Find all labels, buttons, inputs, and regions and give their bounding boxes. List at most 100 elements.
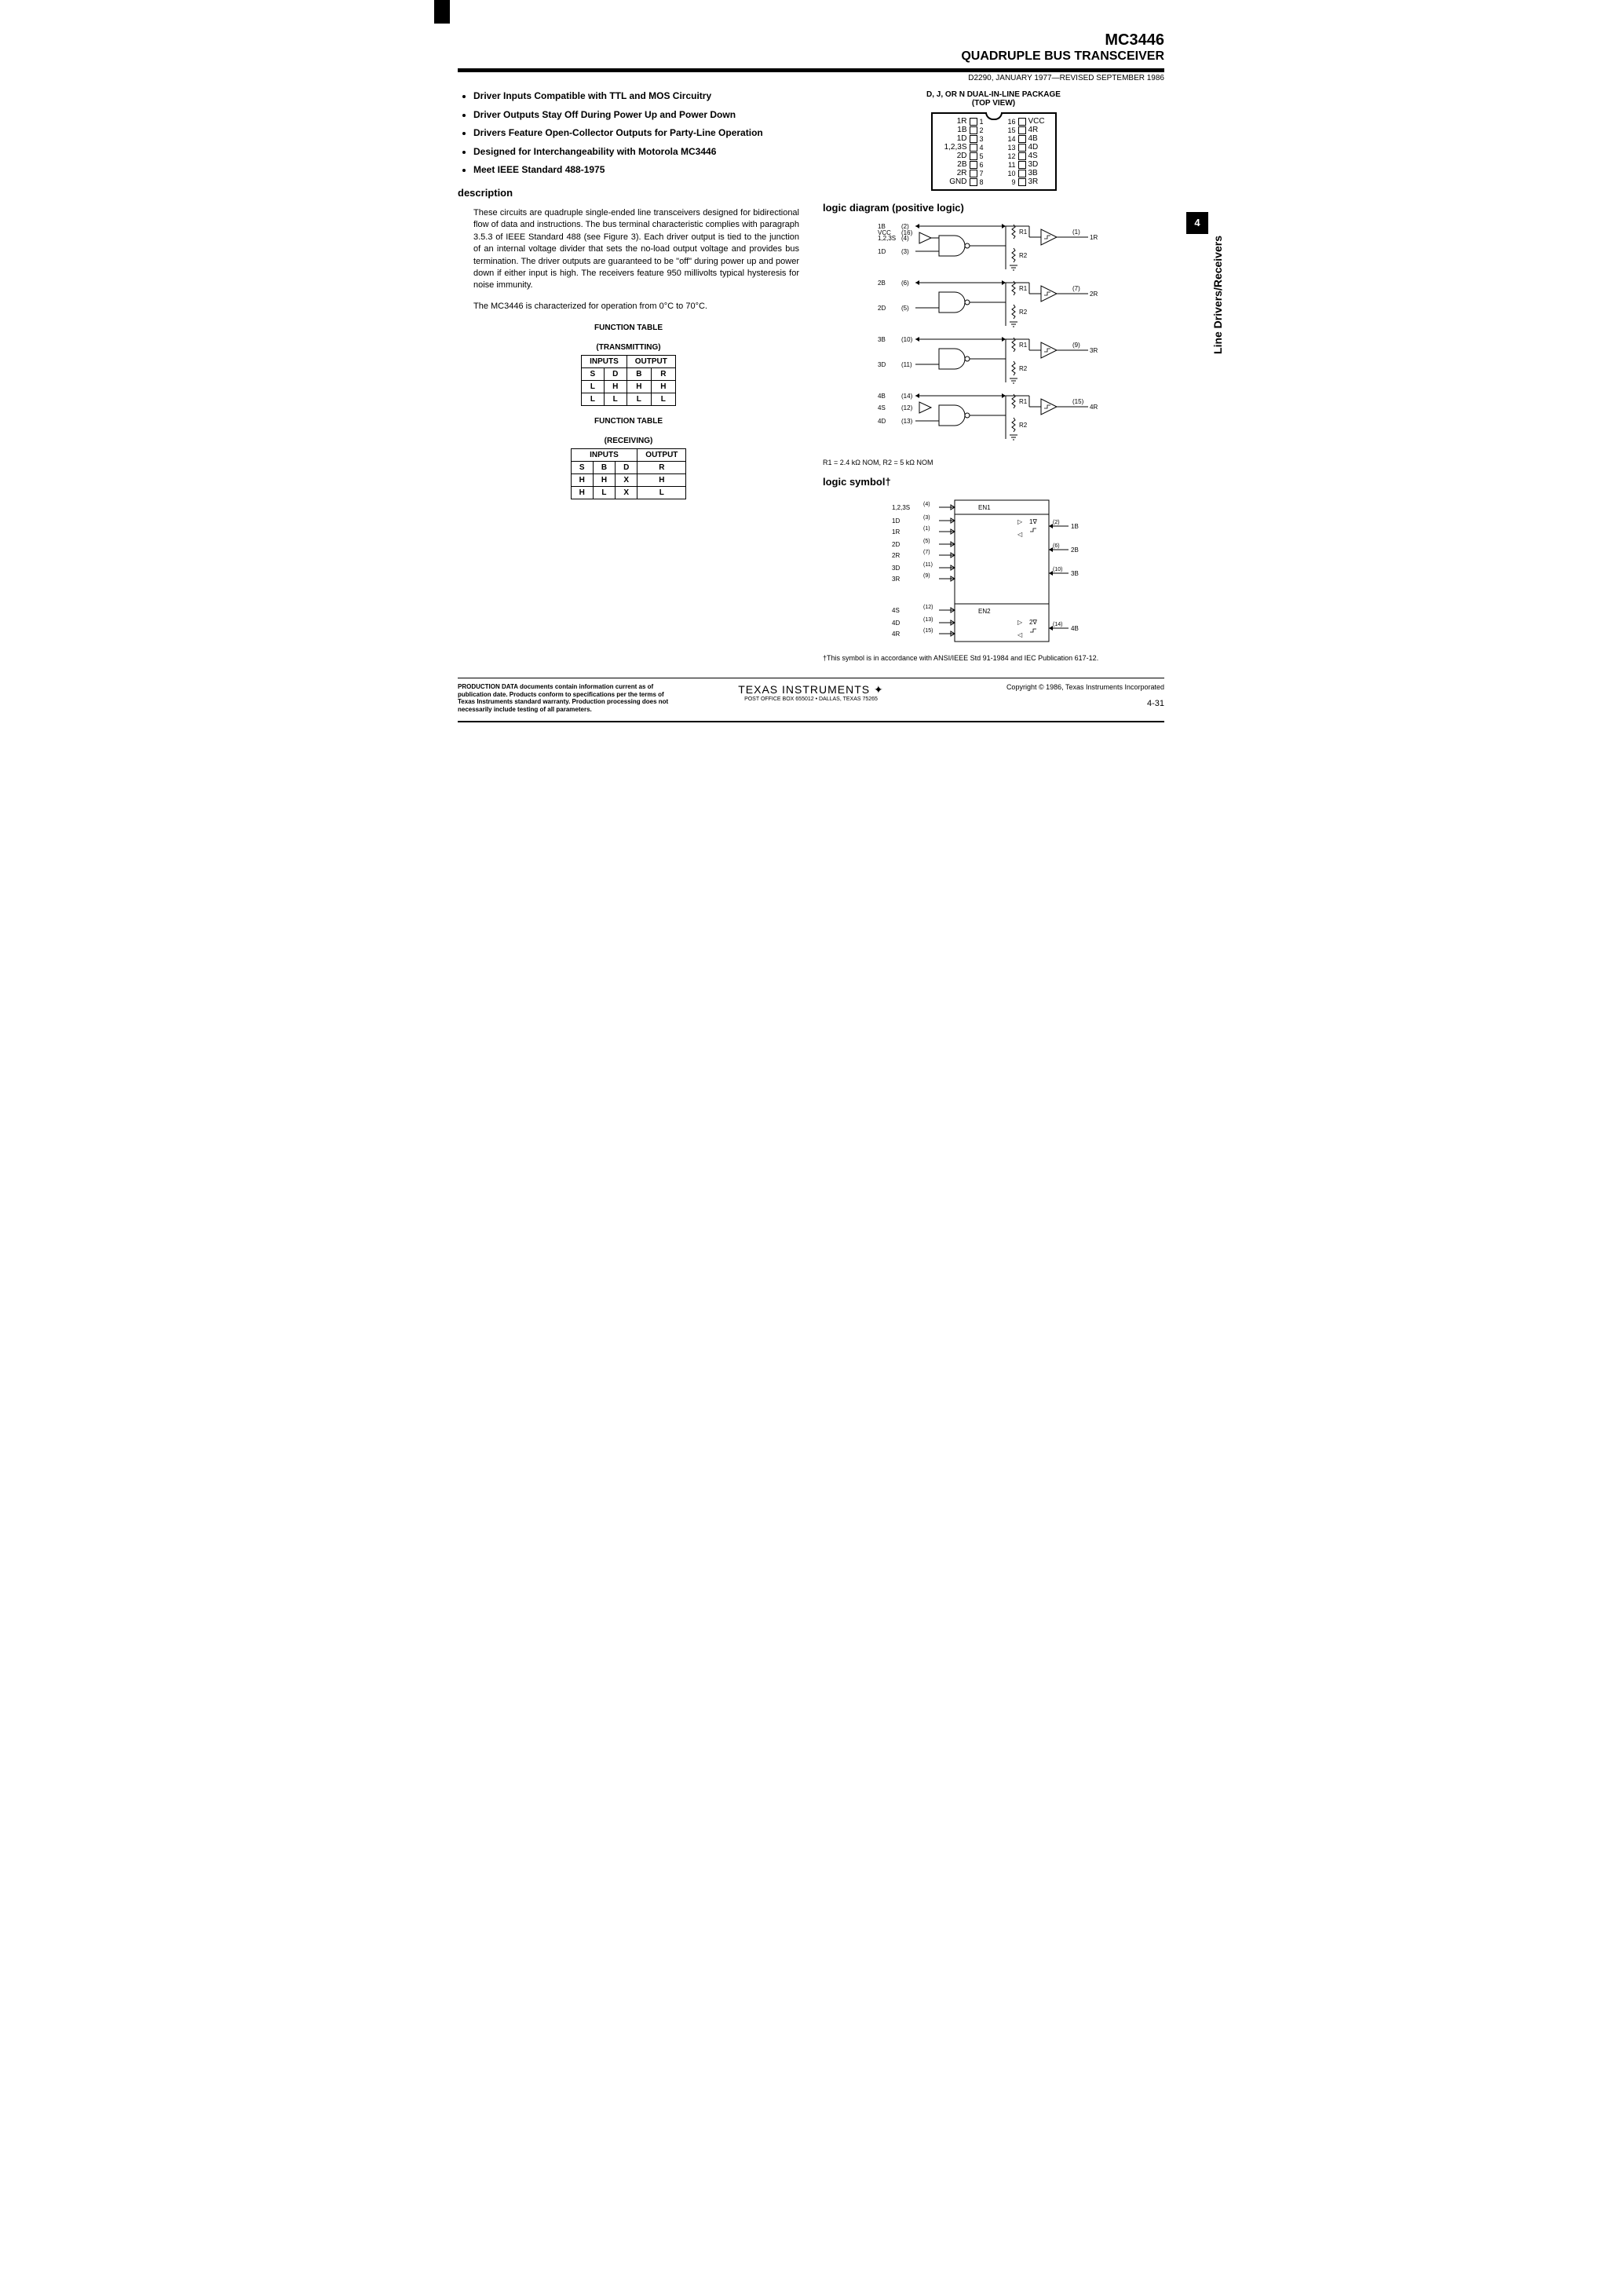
logic-symbol-heading: logic symbol† bbox=[823, 476, 1164, 488]
copyright: Copyright © 1986, Texas Instruments Inco… bbox=[939, 683, 1164, 691]
svg-text:3B: 3B bbox=[878, 336, 886, 343]
svg-text:1,2,3S: 1,2,3S bbox=[878, 235, 896, 242]
svg-text:R2: R2 bbox=[1019, 309, 1028, 316]
svg-text:4B: 4B bbox=[1071, 625, 1079, 632]
svg-text:(14): (14) bbox=[1053, 622, 1062, 627]
svg-text:1R: 1R bbox=[1090, 234, 1098, 241]
svg-text:(5): (5) bbox=[901, 305, 909, 312]
svg-text:4R: 4R bbox=[892, 631, 900, 638]
svg-text:(6): (6) bbox=[901, 280, 909, 287]
svg-text:(1): (1) bbox=[1072, 229, 1080, 236]
description-p2: The MC3446 is characterized for operatio… bbox=[473, 301, 799, 313]
feature-item: Driver Inputs Compatible with TTL and MO… bbox=[473, 90, 799, 103]
section-label-tab: Line Drivers/Receivers bbox=[1211, 236, 1224, 354]
svg-text:R1: R1 bbox=[1019, 285, 1028, 292]
svg-text:(5): (5) bbox=[923, 539, 930, 544]
svg-text:◁: ◁ bbox=[1017, 531, 1023, 538]
svg-text:R2: R2 bbox=[1019, 422, 1028, 429]
page-number: 4-31 bbox=[939, 699, 1164, 708]
svg-text:2B: 2B bbox=[878, 280, 886, 287]
svg-text:4B: 4B bbox=[878, 393, 886, 400]
svg-text:(10): (10) bbox=[901, 336, 913, 343]
svg-text:(7): (7) bbox=[1072, 285, 1080, 292]
svg-text:3R: 3R bbox=[892, 576, 900, 583]
svg-text:(15): (15) bbox=[923, 628, 933, 634]
svg-text:(15): (15) bbox=[1072, 398, 1084, 405]
svg-text:(11): (11) bbox=[923, 562, 933, 568]
svg-text:4S: 4S bbox=[878, 404, 886, 411]
ti-logo: TEXAS INSTRUMENTS ✦ bbox=[699, 683, 924, 696]
svg-text:(1): (1) bbox=[923, 526, 930, 532]
svg-text:4S: 4S bbox=[892, 607, 900, 614]
description-p1: These circuits are quadruple single-ende… bbox=[473, 207, 799, 292]
feature-item: Driver Outputs Stay Off During Power Up … bbox=[473, 109, 799, 122]
svg-text:3D: 3D bbox=[892, 565, 900, 572]
pinout-diagram: 1R116VCC1B2154R1D3144B1,2,3S4134D2D5124S… bbox=[931, 112, 1057, 191]
svg-text:1D: 1D bbox=[878, 248, 886, 255]
svg-text:(3): (3) bbox=[923, 515, 930, 521]
svg-text:▷: ▷ bbox=[1017, 619, 1023, 626]
svg-text:(4): (4) bbox=[901, 235, 909, 242]
svg-text:R1: R1 bbox=[1019, 398, 1028, 405]
svg-text:4D: 4D bbox=[892, 620, 900, 627]
svg-text:4R: 4R bbox=[1090, 404, 1098, 411]
svg-text:3R: 3R bbox=[1090, 347, 1098, 354]
svg-text:(14): (14) bbox=[901, 393, 913, 400]
section-number-tab: 4 bbox=[1186, 212, 1208, 234]
tx-table-subtitle: (TRANSMITTING) bbox=[458, 343, 799, 352]
svg-text:3D: 3D bbox=[878, 361, 886, 368]
svg-text:2D: 2D bbox=[878, 305, 886, 312]
svg-text:R1: R1 bbox=[1019, 229, 1028, 236]
rx-table-title: FUNCTION TABLE bbox=[458, 417, 799, 426]
svg-text:R2: R2 bbox=[1019, 365, 1028, 372]
svg-text:2R: 2R bbox=[892, 552, 900, 559]
tx-function-table: INPUTS OUTPUT S D B R L H H H L L bbox=[581, 355, 676, 406]
part-title: QUADRUPLE BUS TRANSCEIVER bbox=[458, 49, 1164, 64]
package-title2: (TOP VIEW) bbox=[823, 99, 1164, 108]
feature-item: Designed for Interchangeability with Mot… bbox=[473, 146, 799, 159]
feature-item: Drivers Feature Open-Collector Outputs f… bbox=[473, 127, 799, 140]
part-number: MC3446 bbox=[458, 31, 1164, 49]
svg-text:2D: 2D bbox=[892, 541, 900, 548]
svg-text:◁: ◁ bbox=[1017, 631, 1023, 638]
svg-text:(6): (6) bbox=[1053, 543, 1060, 549]
svg-text:(10): (10) bbox=[1053, 567, 1062, 572]
svg-text:EN1: EN1 bbox=[978, 504, 991, 511]
svg-text:3B: 3B bbox=[1071, 570, 1079, 577]
rx-function-table: INPUTS OUTPUT S B D R H H X H H L bbox=[571, 448, 687, 499]
svg-text:2R: 2R bbox=[1090, 291, 1098, 298]
svg-text:(2): (2) bbox=[1053, 520, 1060, 525]
svg-text:(9): (9) bbox=[923, 573, 930, 579]
svg-text:(12): (12) bbox=[901, 404, 913, 411]
svg-text:2B: 2B bbox=[1071, 547, 1079, 554]
svg-text:▷: ▷ bbox=[1017, 518, 1023, 525]
svg-text:(7): (7) bbox=[923, 550, 930, 555]
feature-item: Meet IEEE Standard 488-1975 bbox=[473, 164, 799, 177]
resistor-note: R1 = 2.4 kΩ NOM, R2 = 5 kΩ NOM bbox=[823, 459, 1164, 466]
svg-text:(11): (11) bbox=[901, 361, 912, 368]
svg-text:R2: R2 bbox=[1019, 252, 1028, 259]
package-title1: D, J, OR N DUAL-IN-LINE PACKAGE bbox=[823, 90, 1164, 99]
svg-text:1R: 1R bbox=[892, 528, 900, 536]
svg-text:(3): (3) bbox=[901, 248, 909, 255]
doc-date: D2290, JANUARY 1977—REVISED SEPTEMBER 19… bbox=[458, 74, 1164, 82]
svg-text:EN2: EN2 bbox=[978, 608, 991, 615]
svg-text:1,2,3S: 1,2,3S bbox=[892, 504, 910, 511]
tx-table-title: FUNCTION TABLE bbox=[458, 324, 799, 332]
svg-text:1B: 1B bbox=[1071, 523, 1079, 530]
svg-text:(13): (13) bbox=[901, 418, 913, 425]
logic-symbol: EN1 EN2 1,2,3S (4) 1D (3) 1R (1) 2D (5) 2R (7) 3D (11… bbox=[823, 492, 1164, 649]
svg-text:(9): (9) bbox=[1072, 342, 1080, 349]
svg-text:2∇: 2∇ bbox=[1029, 619, 1037, 626]
rx-table-subtitle: (RECEIVING) bbox=[458, 437, 799, 445]
production-data-notice: PRODUCTION DATA documents contain inform… bbox=[458, 683, 683, 713]
svg-text:1D: 1D bbox=[892, 517, 900, 525]
svg-text:(13): (13) bbox=[923, 617, 933, 623]
logic-diagram-heading: logic diagram (positive logic) bbox=[823, 202, 1164, 214]
svg-text:R1: R1 bbox=[1019, 342, 1028, 349]
ti-address: POST OFFICE BOX 655012 • DALLAS, TEXAS 7… bbox=[699, 696, 924, 702]
description-heading: description bbox=[458, 187, 799, 199]
svg-text:4D: 4D bbox=[878, 418, 886, 425]
svg-text:(4): (4) bbox=[923, 502, 930, 507]
logic-symbol-footnote: †This symbol is in accordance with ANSI/… bbox=[823, 654, 1164, 662]
